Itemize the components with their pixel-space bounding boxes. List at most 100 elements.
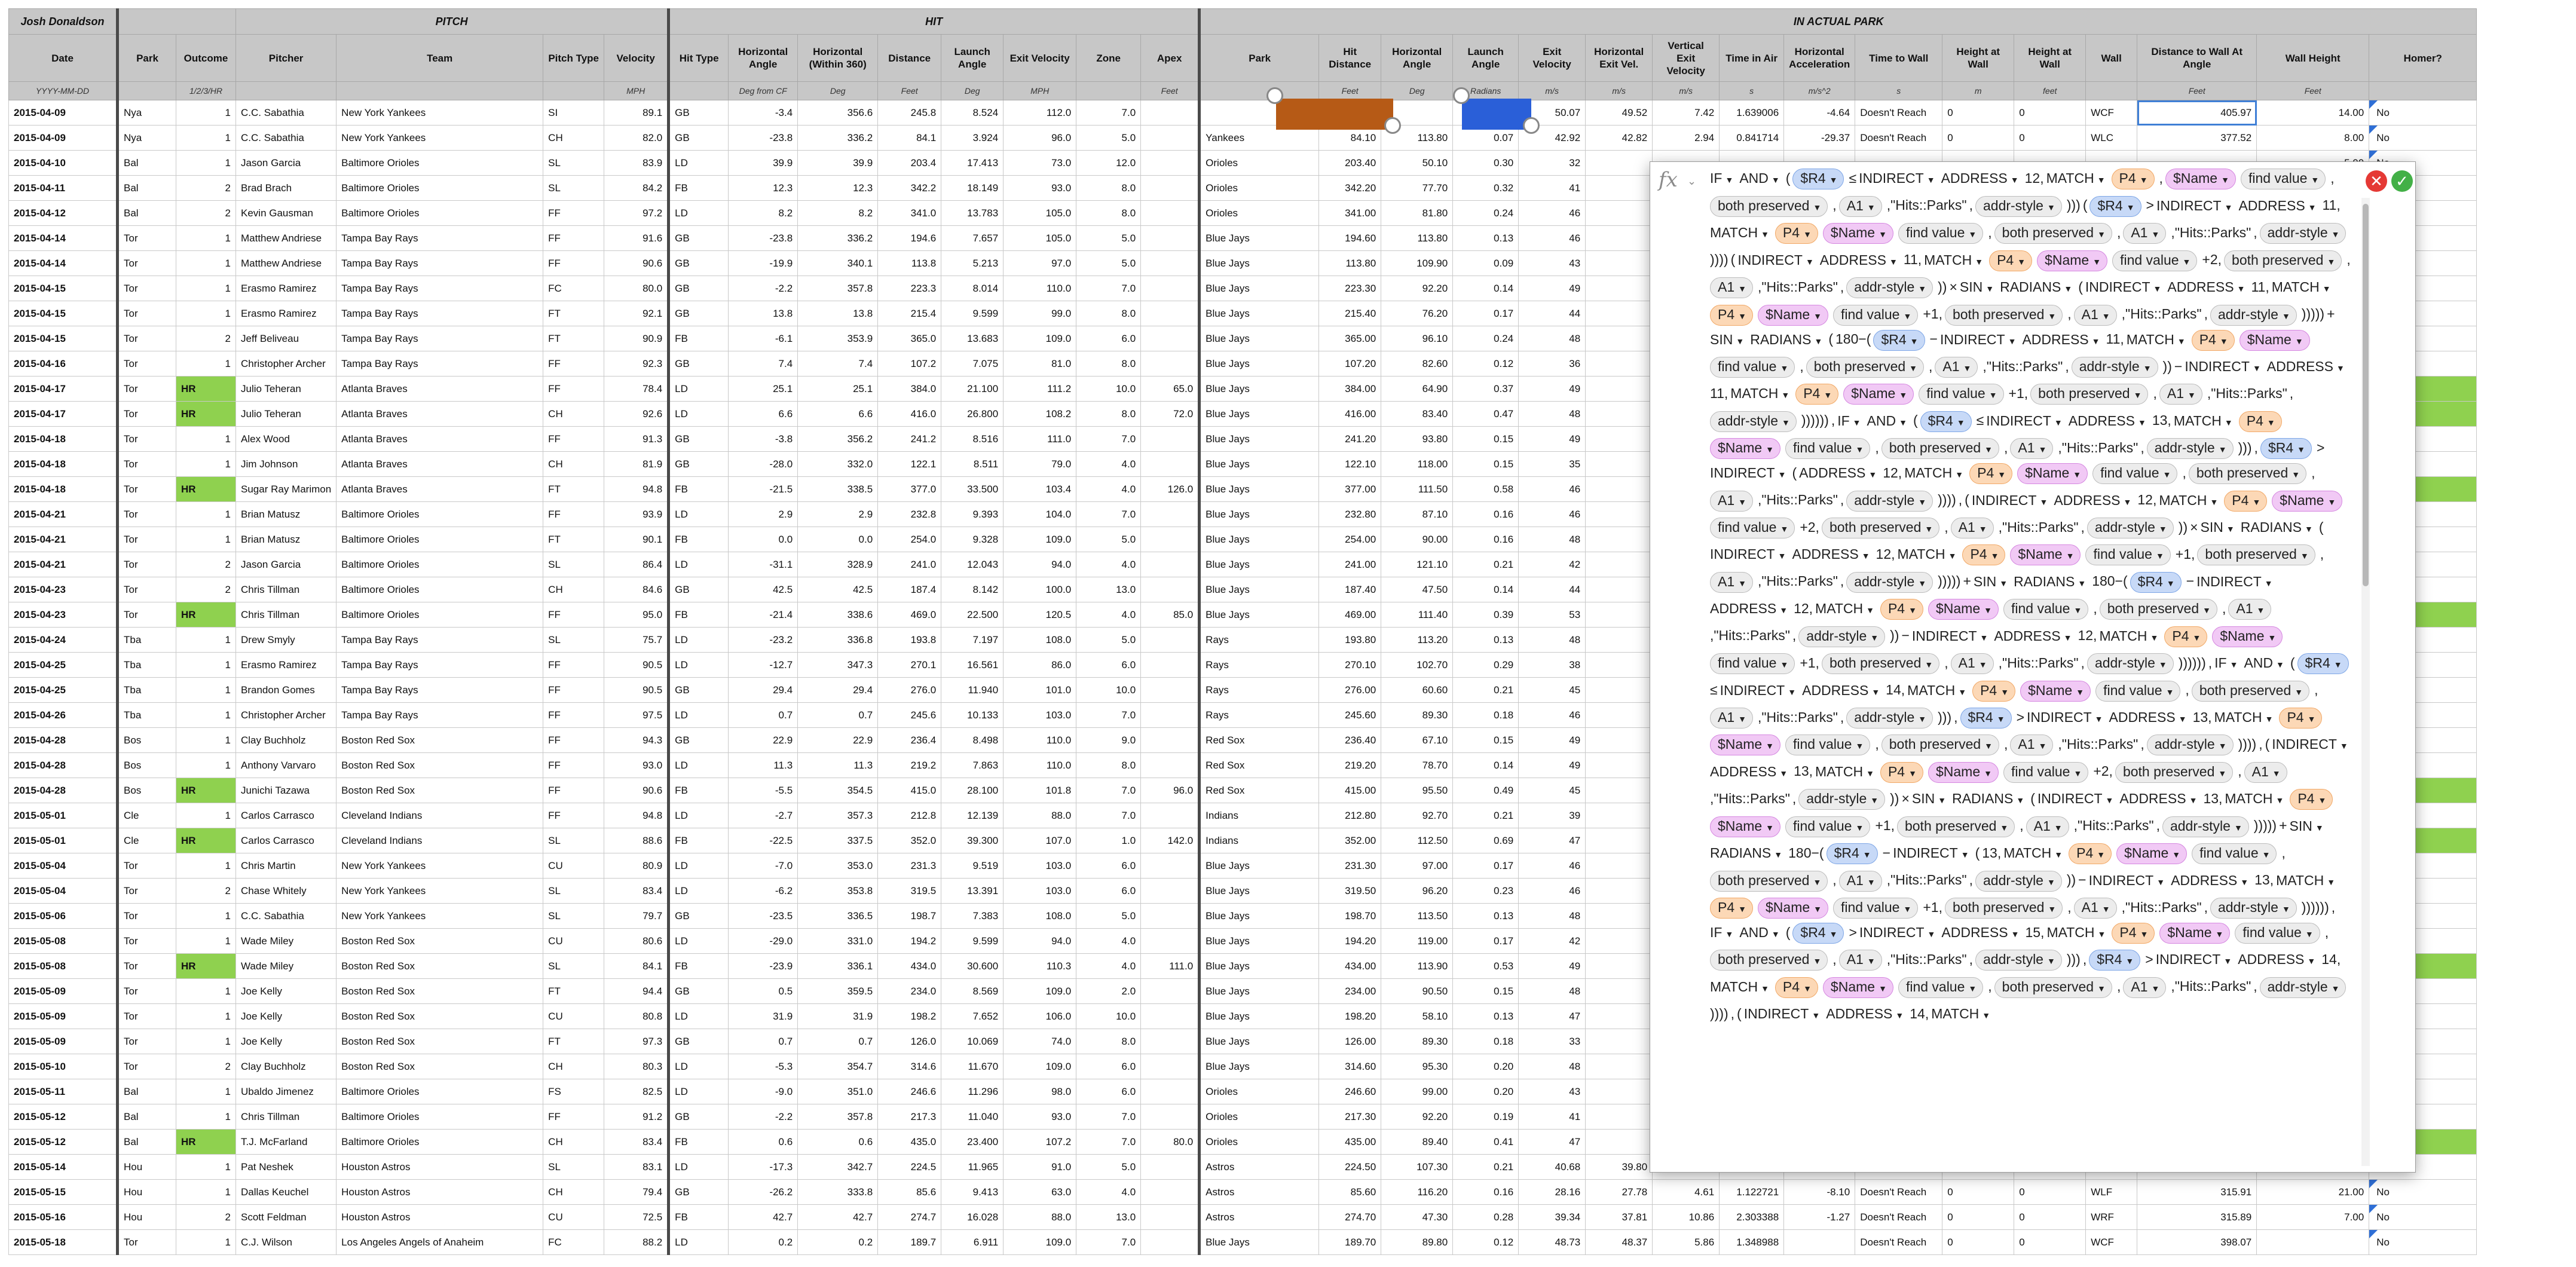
cell-park2[interactable]: Astros bbox=[1199, 1179, 1320, 1205]
cell-apex[interactable]: 65.0 bbox=[1140, 376, 1201, 402]
cell-date[interactable]: 2015-04-16 bbox=[8, 351, 119, 377]
cell-hang[interactable]: 11.3 bbox=[728, 752, 799, 778]
cell-park[interactable]: Tor bbox=[117, 928, 176, 954]
cell-hang[interactable]: -22.5 bbox=[728, 828, 799, 853]
cell-park2[interactable]: Blue Jays bbox=[1199, 903, 1320, 929]
cell-hev[interactable]: 27.78 bbox=[1585, 1179, 1653, 1205]
option-token[interactable]: both preserved ▼ bbox=[1806, 356, 1925, 378]
cell-hang2[interactable]: 102.70 bbox=[1381, 652, 1454, 678]
formula-function[interactable]: MATCH ▼ bbox=[2276, 868, 2335, 895]
cell-dist[interactable]: 416.0 bbox=[877, 401, 942, 427]
cell-pitcher[interactable]: Chris Tillman bbox=[235, 602, 337, 628]
cell-outcome[interactable]: 1 bbox=[176, 451, 236, 477]
cell-pitcher[interactable]: Brian Matusz bbox=[235, 527, 337, 552]
cell-hang2[interactable]: 113.90 bbox=[1381, 953, 1454, 979]
cell-hw1[interactable]: 0 bbox=[1942, 1179, 2015, 1205]
cell-vev[interactable]: 4.61 bbox=[1652, 1179, 1720, 1205]
cell-la2[interactable]: 0.14 bbox=[1452, 276, 1519, 301]
cell-vel[interactable]: 97.5 bbox=[604, 702, 671, 728]
cell-vel[interactable]: 90.9 bbox=[604, 326, 671, 351]
cell-apex[interactable] bbox=[1140, 878, 1201, 904]
cell-team[interactable]: Atlanta Braves bbox=[336, 426, 544, 452]
cell-park2[interactable]: Blue Jays bbox=[1199, 1054, 1320, 1079]
formula-function[interactable]: ADDRESS ▼ bbox=[2054, 488, 2131, 515]
chevron-down-icon[interactable]: ▼ bbox=[2064, 284, 2073, 294]
cell-htype[interactable]: FB bbox=[668, 175, 729, 201]
column-header[interactable]: Launch Angle bbox=[941, 34, 1004, 82]
named-ref-token[interactable]: $Name ▼ bbox=[1822, 223, 1893, 244]
option-token[interactable]: A1 ▼ bbox=[1838, 870, 1882, 892]
chevron-down-icon[interactable]: ▼ bbox=[1918, 714, 1927, 724]
cell-hdist[interactable]: 246.60 bbox=[1318, 1079, 1382, 1104]
chevron-down-icon[interactable]: ▼ bbox=[1761, 983, 1769, 993]
cell-vel[interactable]: 83.4 bbox=[604, 878, 671, 904]
cell-htype[interactable]: GB bbox=[668, 1179, 729, 1205]
cell-date[interactable]: 2015-04-28 bbox=[8, 727, 119, 753]
cell-park2[interactable]: Astros bbox=[1199, 1204, 1320, 1230]
cell-hang2[interactable]: 58.10 bbox=[1381, 1003, 1454, 1029]
cell-hdist[interactable]: 122.10 bbox=[1318, 451, 1382, 477]
cell-team[interactable]: New York Yankees bbox=[336, 100, 544, 126]
resize-handle[interactable] bbox=[1266, 87, 1283, 104]
formula-function[interactable]: ADDRESS ▼ bbox=[1826, 1001, 1904, 1028]
chevron-down-icon[interactable]: ▼ bbox=[2322, 284, 2331, 294]
cell-wall[interactable]: WLC bbox=[2085, 125, 2138, 151]
cell-team[interactable]: Atlanta Braves bbox=[336, 476, 544, 502]
cell-la2[interactable]: 0.19 bbox=[1452, 1104, 1519, 1130]
cell-la[interactable]: 11.296 bbox=[941, 1079, 1004, 1104]
cell-zone[interactable]: 8.0 bbox=[1076, 752, 1142, 778]
cell-ptype[interactable]: FF bbox=[543, 250, 605, 276]
cell-hang2[interactable]: 78.70 bbox=[1381, 752, 1454, 778]
chevron-down-icon[interactable]: ▼ bbox=[1855, 445, 1864, 455]
cell-team[interactable]: Baltimore Orioles bbox=[336, 602, 544, 628]
chevron-down-icon[interactable]: ▼ bbox=[2307, 956, 2316, 966]
cell-vel[interactable]: 80.9 bbox=[604, 853, 671, 879]
option-token[interactable]: both preserved ▼ bbox=[1994, 223, 2112, 244]
cell-dist[interactable]: 342.2 bbox=[877, 175, 942, 201]
option-token[interactable]: find value ▼ bbox=[2003, 599, 2089, 620]
cell-apex[interactable] bbox=[1140, 677, 1201, 703]
cell-park[interactable]: Hou bbox=[117, 1204, 176, 1230]
cell-la2[interactable]: 0.17 bbox=[1452, 853, 1519, 879]
resize-handle[interactable] bbox=[1384, 117, 1401, 134]
cell-ref-token[interactable]: $R4 ▼ bbox=[2130, 571, 2182, 593]
chevron-down-icon[interactable]: ▼ bbox=[2048, 311, 2057, 321]
cell-team[interactable]: Tampa Bay Rays bbox=[336, 702, 544, 728]
cell-vel[interactable]: 88.6 bbox=[604, 828, 671, 853]
cell-hang[interactable]: 42.7 bbox=[728, 1204, 799, 1230]
chevron-down-icon[interactable]: ▼ bbox=[2017, 256, 2026, 267]
column-header[interactable]: Vertical Exit Velocity bbox=[1652, 34, 1720, 82]
option-token[interactable]: find value ▼ bbox=[2240, 169, 2326, 190]
cell-ev2[interactable]: 43 bbox=[1518, 1079, 1586, 1104]
accept-formula-button[interactable]: ✓ bbox=[2391, 170, 2413, 192]
chevron-down-icon[interactable]: ▼ bbox=[2048, 904, 2057, 914]
option-token[interactable]: find value ▼ bbox=[1785, 735, 1871, 756]
chevron-down-icon[interactable]: ▼ bbox=[2182, 256, 2191, 267]
cell-pitcher[interactable]: Chris Tillman bbox=[235, 577, 337, 602]
cell-htype[interactable]: GB bbox=[668, 426, 729, 452]
cell-team[interactable]: Baltimore Orioles bbox=[336, 1129, 544, 1155]
cell-la2[interactable]: 0.30 bbox=[1452, 150, 1519, 176]
cell-ev2[interactable]: 48 bbox=[1518, 627, 1586, 653]
cell-hang2[interactable]: 90.50 bbox=[1381, 978, 1454, 1004]
chevron-down-icon[interactable]: ▼ bbox=[1968, 983, 1977, 993]
chevron-down-icon[interactable]: ▼ bbox=[1997, 470, 2006, 480]
cell-date[interactable]: 2015-05-06 bbox=[8, 903, 119, 929]
option-token[interactable]: both preserved ▼ bbox=[2197, 544, 2315, 566]
cell-vel[interactable]: 84.2 bbox=[604, 175, 671, 201]
cell-ptype[interactable]: FF bbox=[543, 778, 605, 803]
cell-park[interactable]: Tor bbox=[117, 1029, 176, 1054]
cell-ev[interactable]: 109.0 bbox=[1003, 978, 1077, 1004]
chevron-down-icon[interactable]: ▼ bbox=[1855, 822, 1864, 833]
cell-park2[interactable]: Blue Jays bbox=[1199, 276, 1320, 301]
column-header[interactable]: Outcome bbox=[176, 34, 236, 82]
cell-h360[interactable]: 356.6 bbox=[797, 100, 879, 126]
cell-dist[interactable]: 319.5 bbox=[877, 878, 942, 904]
chevron-down-icon[interactable]: ▼ bbox=[2218, 445, 2227, 455]
cell-apex[interactable] bbox=[1140, 552, 1201, 577]
cell-team[interactable]: New York Yankees bbox=[336, 903, 544, 929]
formula-function[interactable]: ADDRESS ▼ bbox=[2022, 327, 2100, 354]
named-ref-token[interactable]: $Name ▼ bbox=[1758, 304, 1829, 326]
cell-ptype[interactable]: FF bbox=[543, 225, 605, 251]
option-token[interactable]: addr-style ▼ bbox=[2146, 438, 2234, 460]
